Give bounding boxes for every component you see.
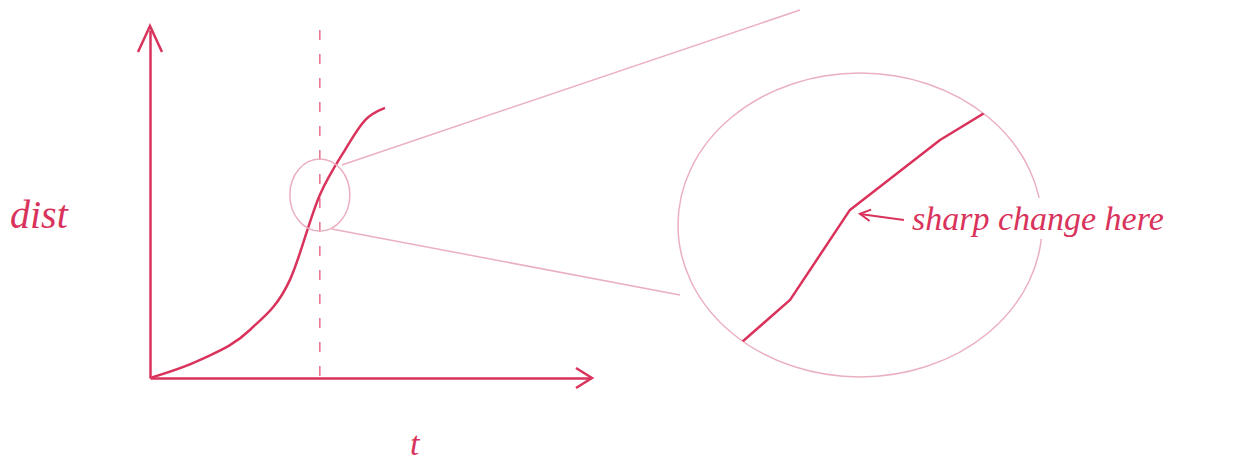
x-arrow	[576, 368, 592, 388]
x-axis-title: t	[410, 425, 421, 462]
curve	[150, 108, 385, 378]
reference-line	[319, 30, 321, 378]
x-axis	[151, 378, 591, 379]
annotation: sharp change here	[860, 198, 1168, 239]
connector	[342, 10, 800, 165]
annotation-arrowhead	[860, 210, 871, 221]
zoom-circle	[290, 159, 350, 231]
y-axis-title: dist	[10, 192, 69, 237]
annotation-line: sharp change here	[912, 200, 1164, 237]
y-arrow	[138, 26, 162, 52]
connector	[332, 229, 680, 295]
plot-main	[150, 30, 385, 378]
annotation-ground	[908, 198, 1168, 239]
x-axis-line	[151, 377, 591, 380]
y-axis	[150, 31, 151, 379]
y-axis-line	[149, 31, 152, 379]
annotation-text: sharp change here	[912, 200, 1164, 237]
sketch: dist t sharp change here	[0, 0, 1234, 473]
